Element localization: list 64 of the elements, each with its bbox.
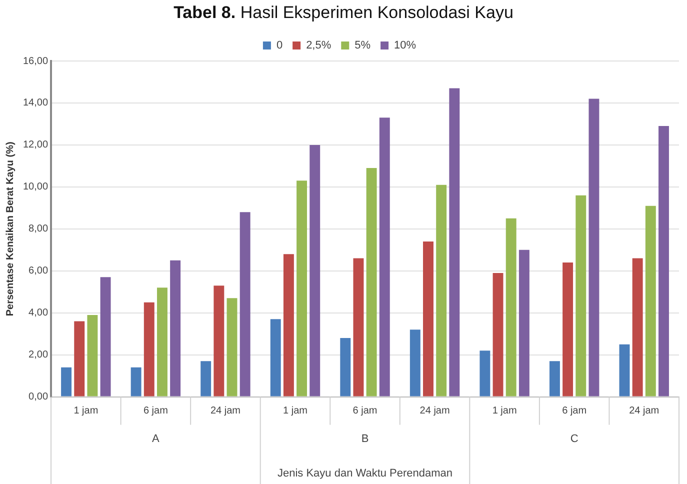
bar — [310, 144, 320, 396]
bar — [214, 286, 224, 396]
legend-label: 2,5% — [306, 40, 332, 52]
bar — [480, 350, 490, 396]
text: A — [152, 432, 160, 445]
x-tick-label: 24 jam — [210, 406, 240, 417]
bar — [74, 321, 85, 396]
bar — [156, 288, 168, 396]
bar — [144, 302, 154, 396]
x-tick-label: 1 jam — [283, 406, 308, 417]
y-tick-label: 4,00 — [28, 308, 48, 319]
x-axis-title: Jenis Kayu dan Waktu Perendaman — [277, 467, 453, 480]
y-tick-label: 16,00 — [22, 56, 48, 67]
bar — [619, 344, 630, 396]
bar — [283, 254, 294, 396]
x-tick-label: 6 jam — [143, 406, 168, 417]
bar — [423, 241, 434, 396]
bar — [170, 260, 181, 396]
bar — [379, 118, 390, 396]
legend-label: 10% — [394, 40, 416, 52]
bar — [410, 330, 420, 396]
text: B — [361, 432, 369, 445]
bar — [340, 338, 351, 396]
bar — [632, 258, 643, 396]
legend-label: 0 — [276, 40, 283, 52]
bar — [436, 184, 447, 396]
chart-title: Tabel 8. Hasil Eksperimen Konsolodasi Kayu — [172, 2, 514, 24]
bar — [200, 361, 212, 396]
y-tick-label: 6,00 — [28, 266, 48, 277]
bar — [130, 367, 142, 396]
bar — [562, 262, 574, 396]
bar — [353, 258, 364, 396]
bar — [506, 218, 516, 396]
text: C — [570, 432, 578, 445]
x-tick-label: 6 jam — [352, 406, 378, 417]
bar — [576, 195, 586, 396]
bar — [588, 98, 600, 396]
y-tick-label: 8,00 — [28, 224, 48, 235]
bar — [658, 126, 669, 396]
y-tick-label: 14,00 — [22, 98, 48, 109]
y-tick-label: 0,00 — [28, 392, 48, 403]
bar — [240, 212, 250, 396]
x-tick-label: 24 jam — [420, 406, 450, 417]
bar — [518, 250, 530, 396]
bar — [449, 88, 460, 396]
bar — [100, 277, 111, 396]
y-tick-label: 2,00 — [28, 350, 48, 361]
bar — [87, 314, 98, 396]
y-axis-title: Persentase Kenaikan Berat Kayu (%) — [4, 142, 16, 316]
x-tick-label: 1 jam — [492, 406, 517, 417]
bar — [549, 361, 560, 396]
bar — [226, 298, 238, 396]
bar — [366, 168, 377, 396]
bar — [492, 272, 504, 396]
x-tick-label: 24 jam — [629, 406, 660, 417]
y-tick-label: 12,00 — [22, 140, 48, 151]
bar — [296, 180, 308, 396]
bar — [270, 319, 281, 396]
x-tick-label: 1 jam — [74, 406, 98, 417]
legend-label: 5% — [354, 40, 371, 52]
bar — [645, 206, 656, 396]
x-tick-label: 6 jam — [562, 406, 587, 417]
bar — [61, 367, 72, 396]
y-tick-label: 10,00 — [22, 182, 48, 193]
